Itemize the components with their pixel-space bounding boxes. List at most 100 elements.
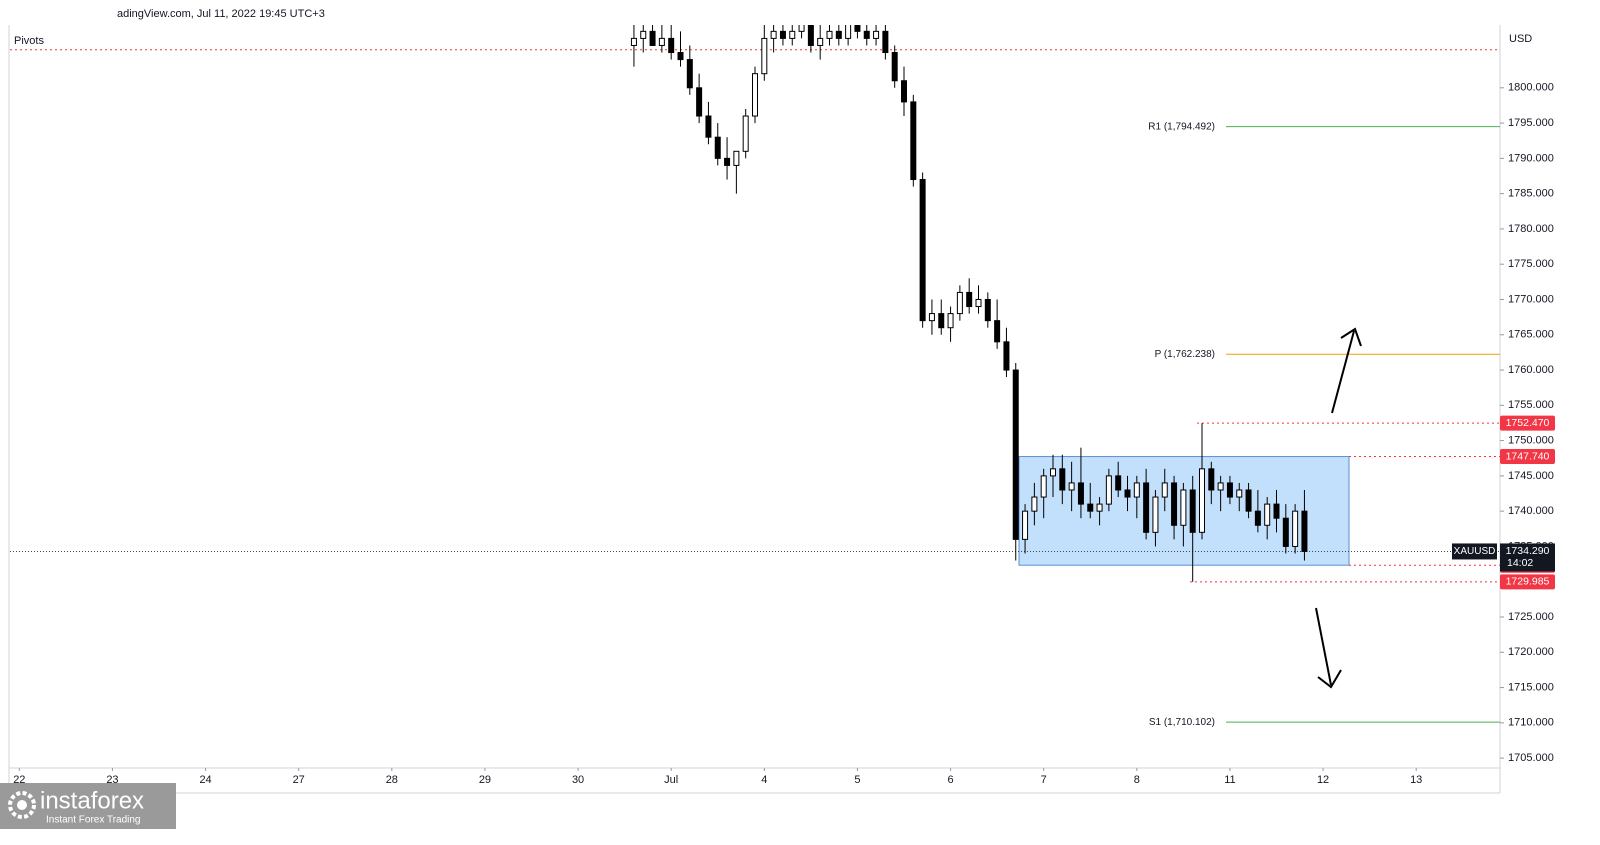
- candle-body: [1152, 496, 1159, 533]
- y-tick-label: 1740.000: [1508, 505, 1554, 517]
- candle-body: [1105, 475, 1112, 505]
- y-tick-label: 1705.000: [1508, 752, 1554, 764]
- candle-body: [1040, 475, 1047, 498]
- candle-body: [1124, 489, 1131, 498]
- candle-body: [1208, 468, 1215, 491]
- candle-body: [928, 313, 935, 322]
- candle-body: [770, 30, 777, 39]
- symbol-label: XAUUSD: [1454, 546, 1496, 557]
- candle-body: [1236, 489, 1243, 498]
- candle-body: [733, 150, 740, 166]
- y-tick-label: 1795.000: [1508, 117, 1554, 129]
- candle-body: [947, 313, 954, 329]
- candle-body: [966, 291, 973, 308]
- candle-body: [696, 87, 703, 117]
- pivot-label: R1 (1,794.492): [1148, 121, 1215, 132]
- candle-body: [1189, 489, 1196, 533]
- candle-body: [1217, 482, 1224, 491]
- price-tag: [1500, 449, 1555, 465]
- candle-body: [1133, 482, 1140, 498]
- y-tick-label: 1755.000: [1508, 399, 1554, 411]
- candle-body: [1012, 369, 1019, 540]
- logo-name: instaforex: [40, 787, 144, 814]
- candle-body: [798, 25, 805, 32]
- candle-body: [863, 30, 870, 39]
- y-tick-label: 1715.000: [1508, 681, 1554, 693]
- candle-body: [1264, 503, 1271, 526]
- y-tick-label: 1765.000: [1508, 329, 1554, 341]
- y-tick-label: 1780.000: [1508, 223, 1554, 235]
- candle-body: [1301, 510, 1308, 552]
- current-price-label: 1734.290: [1506, 545, 1550, 557]
- current-price-tag: [1500, 543, 1555, 572]
- logo: instaforex Instant Forex Trading: [0, 783, 176, 829]
- y-tick-label: 1760.000: [1508, 364, 1554, 376]
- x-tick-label: 7: [1041, 774, 1047, 786]
- indicator-label: Pivots: [14, 35, 44, 47]
- candle-body: [873, 30, 880, 39]
- x-tick-label: 28: [386, 774, 398, 786]
- candle-body: [919, 179, 926, 322]
- x-tick-label: 5: [854, 774, 860, 786]
- price-tag: [1500, 415, 1555, 431]
- candle-body: [1031, 496, 1038, 512]
- candle-body: [1143, 482, 1150, 533]
- x-tick-label: 22: [13, 774, 25, 786]
- x-tick-label: 29: [479, 774, 491, 786]
- plot-area: [10, 25, 1500, 723]
- candle-body: [742, 115, 749, 152]
- candle-body: [1077, 482, 1084, 505]
- candle-body: [1180, 489, 1187, 526]
- x-tick-label: 13: [1410, 774, 1422, 786]
- candle-body: [882, 30, 889, 54]
- price-tag-label: 1747.740: [1506, 450, 1550, 462]
- candle-body: [779, 30, 786, 39]
- candle-body: [789, 30, 796, 39]
- candle-body: [724, 157, 731, 166]
- y-tick-label: 1790.000: [1508, 152, 1554, 164]
- logo-tagline: Instant Forex Trading: [46, 815, 141, 826]
- x-tick-label: 8: [1134, 774, 1140, 786]
- y-tick-label: 1725.000: [1508, 611, 1554, 623]
- candle-body: [1059, 468, 1066, 491]
- candle-body: [1115, 475, 1122, 491]
- countdown: 14:02: [1507, 557, 1533, 569]
- pivot-label: S1 (1,710.102): [1149, 717, 1215, 728]
- candle-body: [910, 101, 917, 181]
- candle-body: [1087, 503, 1094, 512]
- y-tick-label: 1750.000: [1508, 435, 1554, 447]
- y-tick-label: 1775.000: [1508, 258, 1554, 270]
- candle-body: [1050, 468, 1056, 477]
- candle-body: [686, 59, 693, 89]
- y-tick-label: 1770.000: [1508, 293, 1554, 305]
- arrows: [1315, 327, 1362, 689]
- symbol-tag: [1452, 543, 1497, 560]
- candle-body: [677, 52, 684, 61]
- candle-body: [901, 80, 907, 103]
- x-tick-label: 4: [761, 774, 767, 786]
- y-tick-label: 1710.000: [1508, 717, 1554, 729]
- x-tick-label: 6: [948, 774, 954, 786]
- candle-body: [938, 313, 945, 329]
- candle-body: [994, 320, 1001, 343]
- candle-body: [1096, 503, 1103, 512]
- candle-body: [1292, 510, 1299, 547]
- y-tick-label: 1720.000: [1508, 646, 1554, 658]
- candle-body: [640, 30, 647, 39]
- candle-body: [1245, 489, 1252, 512]
- candle-body: [1161, 482, 1168, 498]
- candle-body: [807, 25, 814, 46]
- candle-body: [956, 291, 963, 315]
- candle-body: [826, 30, 833, 39]
- candle-body: [1171, 482, 1178, 526]
- candle-body: [854, 25, 861, 32]
- candle-body: [1022, 510, 1029, 540]
- candle-body: [752, 73, 758, 117]
- candle-body: [714, 136, 721, 159]
- header: adingView.com, Jul 11, 2022 19:45 UTC+3: [117, 8, 325, 20]
- price-tag: [1500, 574, 1555, 590]
- candle-body: [835, 30, 842, 39]
- candle-body: [1254, 510, 1261, 526]
